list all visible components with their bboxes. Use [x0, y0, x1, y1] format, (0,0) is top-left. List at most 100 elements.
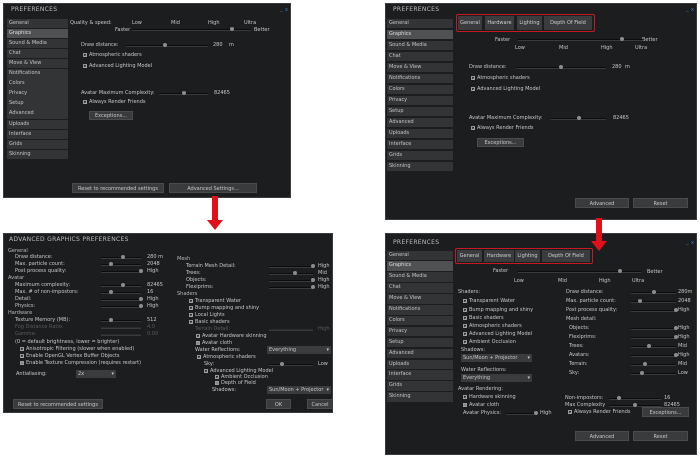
- sidebar-item-privacy[interactable]: Privacy: [387, 95, 453, 105]
- objects-slider[interactable]: [269, 278, 315, 282]
- reset-button[interactable]: Reset to recommended settings: [13, 399, 103, 409]
- sidebar-item-advanced[interactable]: Advanced: [387, 117, 453, 127]
- hardware-skinning-checkbox[interactable]: ✓: [196, 334, 201, 339]
- minimize-icon[interactable]: _: [686, 6, 689, 12]
- water-reflections-dropdown[interactable]: Everything ▾: [267, 346, 331, 354]
- avatar-physics-slider[interactable]: [506, 411, 538, 415]
- terrain_mesh-slider[interactable]: [269, 264, 315, 268]
- sidebar-item-advanced[interactable]: Advanced: [387, 348, 453, 359]
- draw-distance-slider[interactable]: [516, 65, 606, 69]
- trees-slider[interactable]: [269, 271, 313, 275]
- slider-knob[interactable]: [109, 290, 113, 294]
- tab-0[interactable]: General: [458, 16, 482, 30]
- sidebar-item-grids[interactable]: Grids: [387, 150, 453, 160]
- objects-slider[interactable]: [631, 326, 678, 330]
- sidebar-item-advanced[interactable]: Advanced: [7, 109, 68, 119]
- transparent-water-checkbox[interactable]: ✓: [463, 299, 468, 304]
- atmospheric-shaders-checkbox[interactable]: ✓: [463, 324, 468, 329]
- draw_distance-slider[interactable]: [631, 290, 676, 294]
- sidebar-item-graphics[interactable]: Graphics: [387, 29, 453, 39]
- sidebar-item-general[interactable]: General: [387, 250, 453, 260]
- basic-shaders-checkbox[interactable]: ✓: [463, 316, 468, 321]
- slider-knob[interactable]: [651, 290, 656, 294]
- detail-slider[interactable]: [101, 297, 143, 301]
- sidebar-item-colors[interactable]: Colors: [387, 315, 453, 326]
- sidebar-item-skinning[interactable]: Skinning: [387, 392, 453, 402]
- sidebar-item-notifications[interactable]: Notifications: [387, 73, 453, 83]
- atmospheric-shaders-checkbox[interactable]: ✓: [83, 53, 88, 58]
- slider-knob[interactable]: [311, 264, 315, 268]
- slider-knob[interactable]: [640, 371, 645, 375]
- ambient-occlusion-checkbox[interactable]: ✓: [215, 375, 220, 380]
- sidebar-item-skinning[interactable]: Skinning: [7, 149, 68, 160]
- tab-2[interactable]: Lighting: [515, 250, 540, 262]
- sidebar-item-grids[interactable]: Grids: [7, 139, 68, 150]
- shadows-dropdown[interactable]: Sun/Moon + Projector ▾: [461, 354, 532, 362]
- anisotropic-checkbox[interactable]: ✓: [20, 347, 25, 352]
- max-complexity-slider[interactable]: [609, 403, 661, 407]
- tab-2[interactable]: Lighting: [517, 16, 542, 30]
- sidebar-item-uploads[interactable]: Uploads: [387, 128, 453, 138]
- depth-of-field-checkbox[interactable]: [215, 381, 219, 385]
- physics-slider[interactable]: [101, 304, 143, 308]
- bump-mapping-checkbox[interactable]: ✓: [189, 306, 194, 311]
- slider-knob[interactable]: [617, 396, 622, 400]
- exceptions-button[interactable]: Exceptions...: [642, 407, 689, 417]
- sidebar-item-graphics[interactable]: Graphics: [7, 28, 68, 39]
- slider-knob[interactable]: [559, 65, 563, 69]
- cancel-button[interactable]: Cancel: [307, 399, 332, 409]
- slider-knob[interactable]: [311, 278, 315, 282]
- slider-knob[interactable]: [293, 271, 298, 275]
- sidebar-item-colors[interactable]: Colors: [7, 79, 68, 89]
- reset-button[interactable]: Reset: [633, 431, 688, 441]
- max_non_impostors-slider[interactable]: [101, 290, 141, 294]
- ok-button[interactable]: OK: [266, 399, 291, 409]
- sidebar-item-privacy[interactable]: Privacy: [387, 326, 453, 337]
- ambient-occlusion-checkbox[interactable]: ✓: [463, 340, 468, 345]
- basic-shaders-checkbox[interactable]: ✓: [189, 320, 194, 325]
- tab-1[interactable]: Hardware: [484, 250, 514, 262]
- transparent-water-checkbox[interactable]: ✓: [189, 299, 194, 304]
- avatars-slider[interactable]: [631, 353, 678, 357]
- sidebar-item-interface[interactable]: Interface: [387, 370, 453, 380]
- sidebar-item-move-view[interactable]: Move & View: [387, 62, 453, 72]
- max_particles-slider[interactable]: [631, 299, 676, 303]
- atmospheric-shaders-checkbox[interactable]: ✓: [197, 355, 202, 360]
- slider-knob[interactable]: [576, 116, 581, 120]
- close-icon[interactable]: x: [691, 240, 694, 246]
- slider-knob[interactable]: [674, 353, 678, 357]
- draw_distance-slider[interactable]: [101, 255, 141, 259]
- avatar-complexity-slider[interactable]: [159, 91, 208, 95]
- advanced-lighting-checkbox[interactable]: ✓: [83, 64, 88, 69]
- minimize-icon[interactable]: _: [686, 239, 689, 245]
- slider-knob[interactable]: [280, 362, 285, 366]
- reset-button[interactable]: Reset: [633, 198, 688, 208]
- avatar-cloth-checkbox[interactable]: [463, 403, 467, 407]
- post_process-slider[interactable]: [101, 269, 143, 273]
- advanced-button[interactable]: Advanced: [575, 198, 629, 208]
- flexiprims-slider[interactable]: [631, 335, 678, 339]
- sidebar-item-chat[interactable]: Chat: [7, 48, 68, 59]
- exceptions-button[interactable]: Exceptions...: [89, 111, 133, 120]
- shadows-dropdown[interactable]: Sun/Moon + Projector ▾: [267, 386, 331, 394]
- always-render-friends-checkbox[interactable]: ✓: [471, 126, 476, 131]
- atmospheric-shaders-checkbox[interactable]: ✓: [471, 76, 476, 81]
- advanced-settings-button[interactable]: Advanced Settings...: [169, 183, 257, 193]
- sidebar-item-sound-media[interactable]: Sound & Media: [7, 38, 68, 49]
- slider-knob[interactable]: [311, 285, 315, 289]
- slider-knob[interactable]: [674, 335, 678, 339]
- tab-0[interactable]: General: [457, 250, 482, 262]
- sidebar-item-skinning[interactable]: Skinning: [387, 161, 453, 171]
- sidebar-item-notifications[interactable]: Notifications: [7, 69, 68, 79]
- slider-knob[interactable]: [638, 299, 642, 303]
- quality-slider[interactable]: [132, 27, 251, 31]
- texture-memory-slider[interactable]: [101, 318, 141, 322]
- vbo-checkbox[interactable]: ✓: [20, 354, 25, 359]
- slider-knob[interactable]: [163, 43, 168, 47]
- terrain-slider[interactable]: [631, 362, 676, 366]
- sidebar-item-uploads[interactable]: Uploads: [387, 359, 453, 369]
- close-icon[interactable]: x: [691, 7, 694, 13]
- slider-knob[interactable]: [642, 362, 647, 366]
- sidebar-item-colors[interactable]: Colors: [387, 84, 453, 94]
- sidebar-item-move-view[interactable]: Move & View: [7, 58, 68, 69]
